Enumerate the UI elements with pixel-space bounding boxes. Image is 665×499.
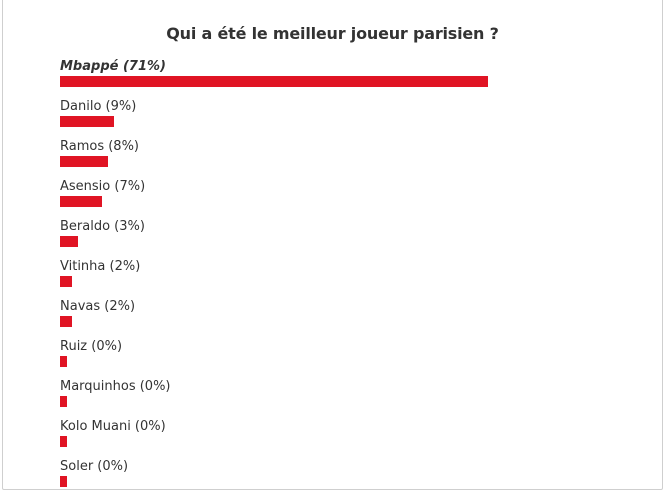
poll-option-bar	[60, 116, 114, 127]
poll-option-bar	[60, 276, 72, 287]
poll-option-soler: Soler (0%)	[60, 459, 620, 499]
poll-option-label: Vitinha (2%)	[60, 259, 141, 274]
poll-option-label: Ramos (8%)	[60, 139, 140, 154]
poll-option-label: Soler (0%)	[60, 459, 129, 474]
poll-option-label: Asensio (7%)	[60, 179, 146, 194]
poll-option-bar	[60, 236, 78, 247]
poll-option-label: Ruiz (0%)	[60, 339, 123, 354]
poll-option-kolo-muani: Kolo Muani (0%)	[60, 419, 620, 459]
poll-option-bar	[60, 76, 488, 87]
poll-option-label: Navas (2%)	[60, 299, 136, 314]
poll-option-bar	[60, 196, 102, 207]
poll-option-label: Danilo (9%)	[60, 99, 137, 114]
poll-option-label: Marquinhos (0%)	[60, 379, 171, 394]
poll-option-asensio: Asensio (7%)	[60, 179, 620, 219]
poll-option-bar	[60, 436, 67, 447]
poll-option-bar	[60, 316, 72, 327]
poll-frame	[2, 0, 663, 490]
poll-option-bar	[60, 476, 67, 487]
poll-option-bar	[60, 396, 67, 407]
poll-option-mbappe: Mbappé (71%)	[60, 59, 620, 99]
poll-option-navas: Navas (2%)	[60, 299, 620, 339]
poll-option-bar	[60, 156, 108, 167]
poll-option-beraldo: Beraldo (3%)	[60, 219, 620, 259]
poll-option-label: Beraldo (3%)	[60, 219, 145, 234]
poll-options: Mbappé (71%) Danilo (9%) Ramos (8%) Asensio…	[60, 59, 620, 499]
poll-option-vitinha: Vitinha (2%)	[60, 259, 620, 299]
poll-option-ruiz: Ruiz (0%)	[60, 339, 620, 379]
poll-option-marquinhos: Marquinhos (0%)	[60, 379, 620, 419]
poll-option-danilo: Danilo (9%)	[60, 99, 620, 139]
poll-option-bar	[60, 356, 67, 367]
poll-option-label: Kolo Muani (0%)	[60, 419, 166, 434]
poll-option-label: Mbappé (71%)	[60, 59, 166, 74]
poll-title: Qui a été le meilleur joueur parisien ?	[166, 24, 499, 43]
poll-option-ramos: Ramos (8%)	[60, 139, 620, 179]
